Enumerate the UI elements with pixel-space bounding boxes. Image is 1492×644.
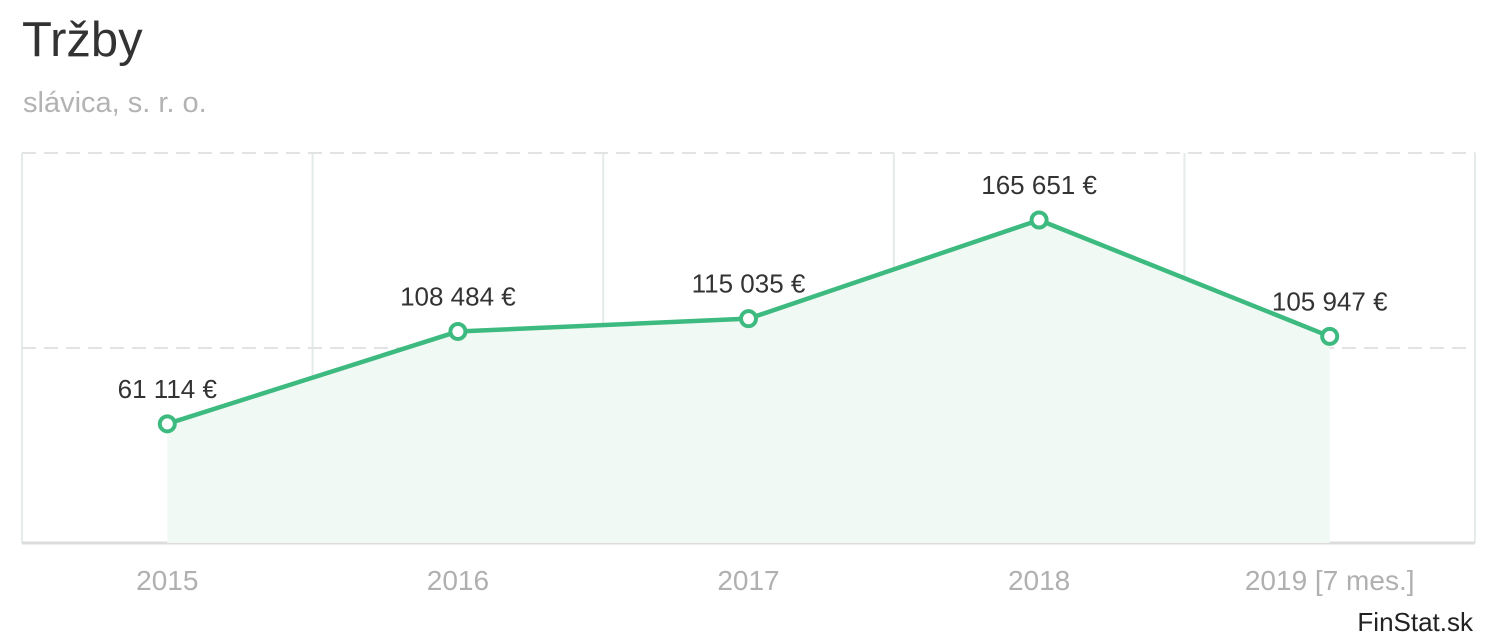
x-tick-label: 2018	[1008, 565, 1070, 596]
chart-title: Tržby	[22, 13, 143, 67]
chart-subtitle: slávica, s. r. o.	[23, 87, 207, 119]
data-label: 105 947 €	[1272, 286, 1388, 316]
data-label: 61 114 €	[118, 374, 218, 404]
x-tick-label: 2016	[427, 565, 489, 596]
data-point	[739, 309, 758, 329]
x-axis-ticks: 2015 2016 2017 2018 2019 [7 mes.]	[136, 565, 1414, 596]
series-area	[167, 219, 1330, 544]
x-tick-label: 2019 [7 mes.]	[1245, 565, 1415, 596]
source-credit: FinStat.sk	[1357, 607, 1473, 637]
x-tick-label: 2017	[717, 565, 779, 596]
data-point	[157, 414, 177, 434]
data-point	[1029, 210, 1049, 230]
data-label: 165 651 €	[981, 170, 1097, 200]
data-point	[1320, 326, 1340, 346]
area-layer	[167, 219, 1330, 544]
data-point	[448, 321, 468, 341]
data-label: 115 035 €	[692, 269, 806, 299]
data-label: 108 484 €	[400, 281, 516, 311]
point-layer	[157, 210, 1340, 434]
label-layer: 61 114 € 108 484 € 115 035 € 165 651 € 105 9…	[118, 170, 1388, 404]
x-tick-label: 2015	[136, 565, 198, 596]
